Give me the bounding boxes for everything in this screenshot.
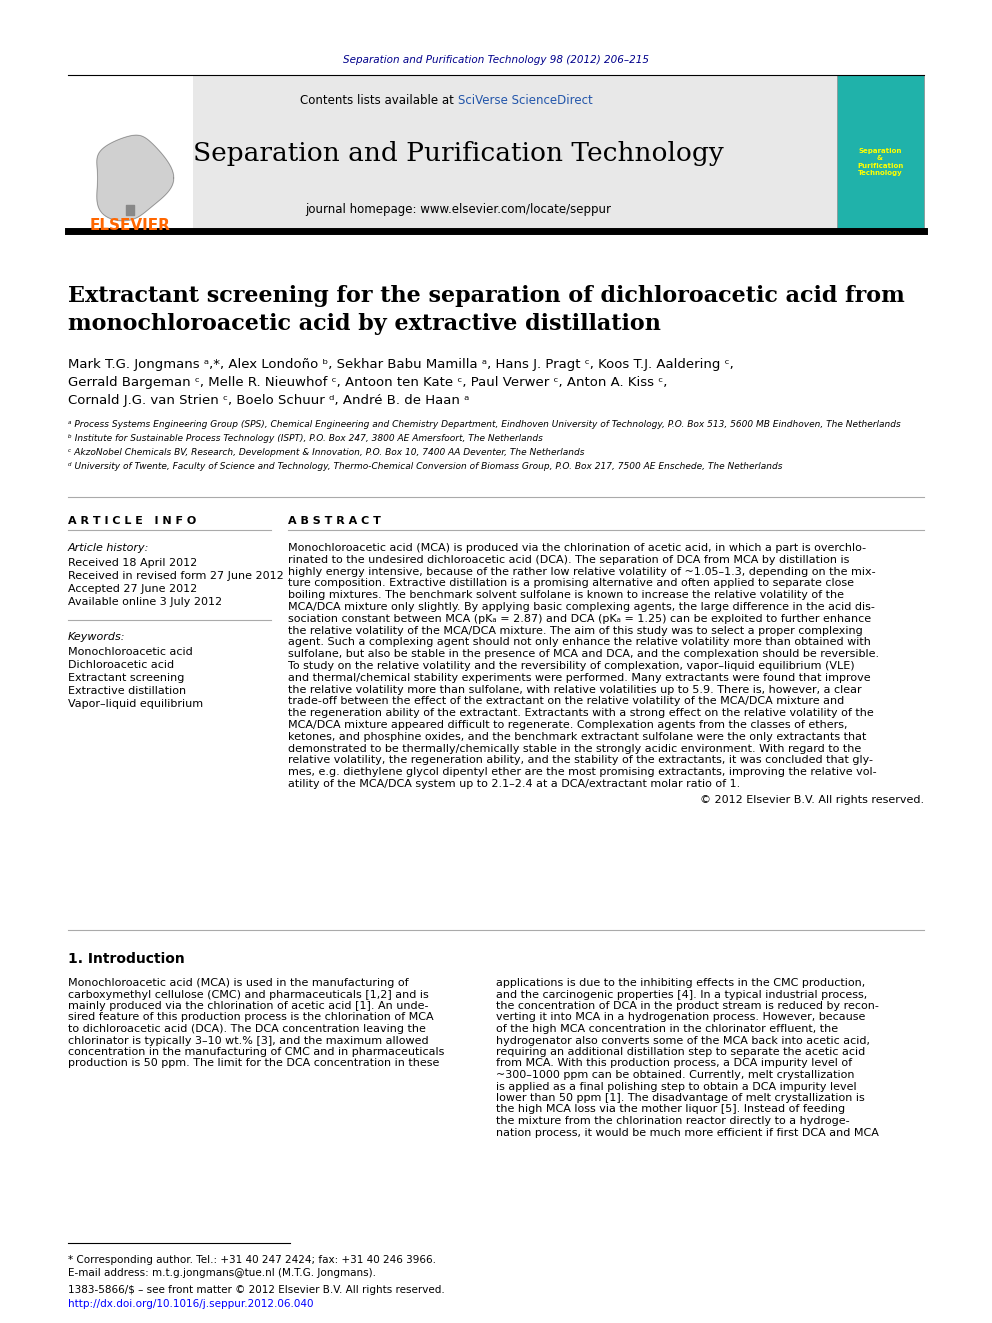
Text: nation process, it would be much more efficient if first DCA and MCA: nation process, it would be much more ef…: [496, 1127, 879, 1138]
Text: Extractant screening for the separation of dichloroacetic acid from
monochloroac: Extractant screening for the separation …: [68, 284, 905, 335]
Text: Monochloroacetic acid (MCA) is used in the manufacturing of: Monochloroacetic acid (MCA) is used in t…: [68, 978, 409, 988]
Text: highly energy intensive, because of the rather low relative volatility of ~1.05–: highly energy intensive, because of the …: [288, 566, 876, 577]
Text: Extractive distillation: Extractive distillation: [68, 687, 186, 696]
Text: ELSEVIER: ELSEVIER: [89, 218, 171, 233]
Text: trade-off between the effect of the extractant on the relative volatility of the: trade-off between the effect of the extr…: [288, 696, 844, 706]
Text: the regeneration ability of the extractant. Extractants with a strong effect on : the regeneration ability of the extracta…: [288, 708, 874, 718]
Text: 1. Introduction: 1. Introduction: [68, 953, 185, 966]
Text: rinated to the undesired dichloroacetic acid (DCA). The separation of DCA from M: rinated to the undesired dichloroacetic …: [288, 554, 849, 565]
Text: Dichloroacetic acid: Dichloroacetic acid: [68, 660, 175, 669]
Text: from MCA. With this production process, a DCA impurity level of: from MCA. With this production process, …: [496, 1058, 852, 1069]
Text: Contents lists available at: Contents lists available at: [301, 94, 458, 106]
Text: the high MCA loss via the mother liquor [5]. Instead of feeding: the high MCA loss via the mother liquor …: [496, 1105, 845, 1114]
Text: sulfolane, but also be stable in the presence of MCA and DCA, and the complexati: sulfolane, but also be stable in the pre…: [288, 650, 879, 659]
Text: SciVerse ScienceDirect: SciVerse ScienceDirect: [458, 94, 593, 106]
Text: ture composition. Extractive distillation is a promising alternative and often a: ture composition. Extractive distillatio…: [288, 578, 854, 589]
Text: the mixture from the chlorination reactor directly to a hydroge-: the mixture from the chlorination reacto…: [496, 1117, 849, 1126]
Bar: [837, 75, 924, 230]
Polygon shape: [97, 135, 174, 221]
Text: the relative volatility more than sulfolane, with relative volatilities up to 5.: the relative volatility more than sulfol…: [288, 684, 862, 695]
Text: verting it into MCA in a hydrogenation process. However, because: verting it into MCA in a hydrogenation p…: [496, 1012, 865, 1023]
Text: Keywords:: Keywords:: [68, 632, 126, 642]
Text: Monochloroacetic acid: Monochloroacetic acid: [68, 647, 192, 658]
Text: MCA/DCA mixture only slightly. By applying basic complexing agents, the large di: MCA/DCA mixture only slightly. By applyi…: [288, 602, 875, 613]
Text: MCA/DCA mixture appeared difficult to regenerate. Complexation agents from the c: MCA/DCA mixture appeared difficult to re…: [288, 720, 847, 730]
Text: to dichloroacetic acid (DCA). The DCA concentration leaving the: to dichloroacetic acid (DCA). The DCA co…: [68, 1024, 426, 1035]
Text: Mark T.G. Jongmans ᵃ,*, Alex Londoño ᵇ, Sekhar Babu Mamilla ᵃ, Hans J. Pragt ᶜ, : Mark T.G. Jongmans ᵃ,*, Alex Londoño ᵇ, …: [68, 359, 734, 370]
Text: the relative volatility of the MCA/DCA mixture. The aim of this study was to sel: the relative volatility of the MCA/DCA m…: [288, 626, 863, 635]
Text: applications is due to the inhibiting effects in the CMC production,: applications is due to the inhibiting ef…: [496, 978, 865, 988]
Text: ketones, and phosphine oxides, and the benchmark extractant sulfolane were the o: ketones, and phosphine oxides, and the b…: [288, 732, 866, 742]
Text: the concentration of DCA in the product stream is reduced by recon-: the concentration of DCA in the product …: [496, 1002, 879, 1011]
Text: Cornald J.G. van Strien ᶜ, Boelo Schuur ᵈ, André B. de Haan ᵃ: Cornald J.G. van Strien ᶜ, Boelo Schuur …: [68, 394, 469, 407]
Text: mainly produced via the chlorination of acetic acid [1]. An unde-: mainly produced via the chlorination of …: [68, 1002, 429, 1011]
Text: and thermal/chemical stability experiments were performed. Many extractants were: and thermal/chemical stability experimen…: [288, 673, 871, 683]
Text: mes, e.g. diethylene glycol dipentyl ether are the most promising extractants, i: mes, e.g. diethylene glycol dipentyl eth…: [288, 767, 877, 777]
Text: is applied as a final polishing step to obtain a DCA impurity level: is applied as a final polishing step to …: [496, 1081, 857, 1091]
Text: production is 50 ppm. The limit for the DCA concentration in these: production is 50 ppm. The limit for the …: [68, 1058, 439, 1069]
Text: ᵈ University of Twente, Faculty of Science and Technology, Thermo-Chemical Conve: ᵈ University of Twente, Faculty of Scien…: [68, 462, 783, 471]
Text: E-mail address: m.t.g.jongmans@tue.nl (M.T.G. Jongmans).: E-mail address: m.t.g.jongmans@tue.nl (M…: [68, 1267, 376, 1278]
Text: atility of the MCA/DCA system up to 2.1–2.4 at a DCA/extractant molar ratio of 1: atility of the MCA/DCA system up to 2.1–…: [288, 779, 740, 789]
Text: Accepted 27 June 2012: Accepted 27 June 2012: [68, 583, 197, 594]
Text: sired feature of this production process is the chlorination of MCA: sired feature of this production process…: [68, 1012, 434, 1023]
Text: * Corresponding author. Tel.: +31 40 247 2424; fax: +31 40 246 3966.: * Corresponding author. Tel.: +31 40 247…: [68, 1256, 436, 1265]
Text: lower than 50 ppm [1]. The disadvantage of melt crystallization is: lower than 50 ppm [1]. The disadvantage …: [496, 1093, 865, 1103]
Text: Extractant screening: Extractant screening: [68, 673, 185, 683]
Text: boiling mixtures. The benchmark solvent sulfolane is known to increase the relat: boiling mixtures. The benchmark solvent …: [288, 590, 844, 601]
Text: Monochloroacetic acid (MCA) is produced via the chlorination of acetic acid, in : Monochloroacetic acid (MCA) is produced …: [288, 542, 866, 553]
Text: Separation and Purification Technology: Separation and Purification Technology: [192, 140, 723, 165]
Text: hydrogenator also converts some of the MCA back into acetic acid,: hydrogenator also converts some of the M…: [496, 1036, 870, 1045]
Text: requiring an additional distillation step to separate the acetic acid: requiring an additional distillation ste…: [496, 1046, 865, 1057]
Text: ᵃ Process Systems Engineering Group (SPS), Chemical Engineering and Chemistry De: ᵃ Process Systems Engineering Group (SPS…: [68, 419, 901, 429]
Text: http://dx.doi.org/10.1016/j.seppur.2012.06.040: http://dx.doi.org/10.1016/j.seppur.2012.…: [68, 1299, 313, 1308]
Text: 1383-5866/$ – see front matter © 2012 Elsevier B.V. All rights reserved.: 1383-5866/$ – see front matter © 2012 El…: [68, 1285, 444, 1295]
Text: © 2012 Elsevier B.V. All rights reserved.: © 2012 Elsevier B.V. All rights reserved…: [700, 795, 924, 804]
Text: ᶜ AkzoNobel Chemicals BV, Research, Development & Innovation, P.O. Box 10, 7400 : ᶜ AkzoNobel Chemicals BV, Research, Deve…: [68, 448, 584, 456]
Text: Available online 3 July 2012: Available online 3 July 2012: [68, 597, 222, 607]
Text: Article history:: Article history:: [68, 542, 150, 553]
Text: ~300–1000 ppm can be obtained. Currently, melt crystallization: ~300–1000 ppm can be obtained. Currently…: [496, 1070, 854, 1080]
Bar: [68, 75, 193, 230]
Text: chlorinator is typically 3–10 wt.% [3], and the maximum allowed: chlorinator is typically 3–10 wt.% [3], …: [68, 1036, 429, 1045]
Text: Gerrald Bargeman ᶜ, Melle R. Nieuwhof ᶜ, Antoon ten Kate ᶜ, Paul Verwer ᶜ, Anton: Gerrald Bargeman ᶜ, Melle R. Nieuwhof ᶜ,…: [68, 376, 668, 389]
Text: Received 18 April 2012: Received 18 April 2012: [68, 558, 197, 568]
Text: agent. Such a complexing agent should not only enhance the relative volatility m: agent. Such a complexing agent should no…: [288, 638, 871, 647]
Text: of the high MCA concentration in the chlorinator effluent, the: of the high MCA concentration in the chl…: [496, 1024, 838, 1035]
Text: sociation constant between MCA (pKₐ = 2.87) and DCA (pKₐ = 1.25) can be exploite: sociation constant between MCA (pKₐ = 2.…: [288, 614, 871, 624]
Text: demonstrated to be thermally/chemically stable in the strongly acidic environmen: demonstrated to be thermally/chemically …: [288, 744, 861, 754]
Bar: [68, 75, 837, 230]
Text: Received in revised form 27 June 2012: Received in revised form 27 June 2012: [68, 572, 284, 581]
Text: ᵇ Institute for Sustainable Process Technology (ISPT), P.O. Box 247, 3800 AE Ame: ᵇ Institute for Sustainable Process Tech…: [68, 434, 543, 443]
Text: Vapor–liquid equilibrium: Vapor–liquid equilibrium: [68, 699, 203, 709]
Text: A B S T R A C T: A B S T R A C T: [288, 516, 381, 527]
Text: journal homepage: www.elsevier.com/locate/seppur: journal homepage: www.elsevier.com/locat…: [305, 204, 611, 217]
Text: Separation
&
Purification
Technology: Separation & Purification Technology: [857, 148, 903, 176]
Text: relative volatility, the regeneration ability, and the stability of the extracta: relative volatility, the regeneration ab…: [288, 755, 873, 766]
Text: and the carcinogenic properties [4]. In a typical industrial process,: and the carcinogenic properties [4]. In …: [496, 990, 867, 999]
Text: To study on the relative volatility and the reversibility of complexation, vapor: To study on the relative volatility and …: [288, 662, 855, 671]
Text: concentration in the manufacturing of CMC and in pharmaceuticals: concentration in the manufacturing of CM…: [68, 1046, 444, 1057]
Text: A R T I C L E   I N F O: A R T I C L E I N F O: [68, 516, 196, 527]
Text: Separation and Purification Technology 98 (2012) 206–215: Separation and Purification Technology 9…: [343, 56, 649, 65]
Text: carboxymethyl cellulose (CMC) and pharmaceuticals [1,2] and is: carboxymethyl cellulose (CMC) and pharma…: [68, 990, 429, 999]
